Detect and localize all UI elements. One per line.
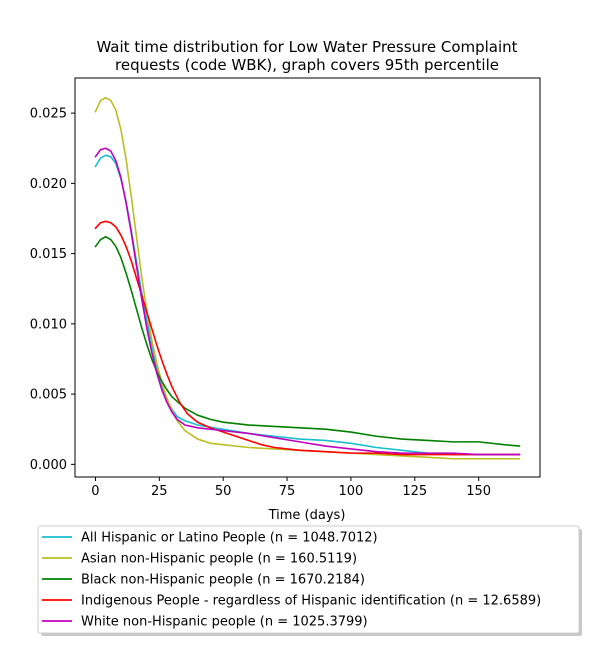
y-tick-label-5: 0.025 bbox=[30, 107, 67, 122]
y-axis-ticks: 0.000 0.005 0.010 0.015 0.020 0.025 bbox=[30, 107, 75, 473]
legend-label-0: All Hispanic or Latino People (n = 1048.… bbox=[81, 531, 378, 546]
x-tick-label-5: 125 bbox=[402, 484, 427, 499]
plot-frame bbox=[74, 77, 541, 478]
legend: All Hispanic or Latino People (n = 1048.… bbox=[37, 525, 582, 636]
legend-box bbox=[37, 525, 580, 634]
x-tick-label-4: 100 bbox=[339, 484, 364, 499]
x-tick-label-3: 75 bbox=[279, 484, 296, 499]
x-tick-label-1: 25 bbox=[151, 484, 168, 499]
series-line-2 bbox=[94, 235, 521, 447]
plot-series bbox=[94, 96, 521, 460]
legend-label-1: Asian non-Hispanic people (n = 160.5119) bbox=[81, 552, 357, 567]
y-tick-label-1: 0.005 bbox=[30, 388, 67, 403]
y-tick-label-3: 0.015 bbox=[30, 247, 67, 262]
legend-label-3: Indigenous People - regardless of Hispan… bbox=[81, 594, 541, 609]
legend-label-2: Black non-Hispanic people (n = 1670.2184… bbox=[81, 573, 365, 588]
y-tick-label-2: 0.010 bbox=[30, 317, 67, 332]
x-axis-ticks: 0 25 50 75 100 125 150 bbox=[91, 477, 491, 499]
series-line-4 bbox=[94, 147, 521, 456]
chart-title-line-1: Wait time distribution for Low Water Pre… bbox=[96, 38, 517, 56]
x-axis-label: Time (days) bbox=[268, 508, 346, 523]
series-line-1 bbox=[94, 96, 521, 460]
x-tick-label-2: 50 bbox=[215, 484, 232, 499]
legend-entries: All Hispanic or Latino People (n = 1048.… bbox=[42, 531, 541, 630]
y-tick-label-4: 0.020 bbox=[30, 177, 67, 192]
series-line-3 bbox=[94, 220, 521, 456]
chart-title-line-2: requests (code WBK), graph covers 95th p… bbox=[115, 56, 499, 74]
y-tick-label-0: 0.000 bbox=[30, 458, 67, 473]
series-line-0 bbox=[94, 154, 521, 456]
x-tick-label-0: 0 bbox=[91, 484, 99, 499]
legend-label-4: White non-Hispanic people (n = 1025.3799… bbox=[81, 615, 368, 630]
x-tick-label-6: 150 bbox=[466, 484, 491, 499]
